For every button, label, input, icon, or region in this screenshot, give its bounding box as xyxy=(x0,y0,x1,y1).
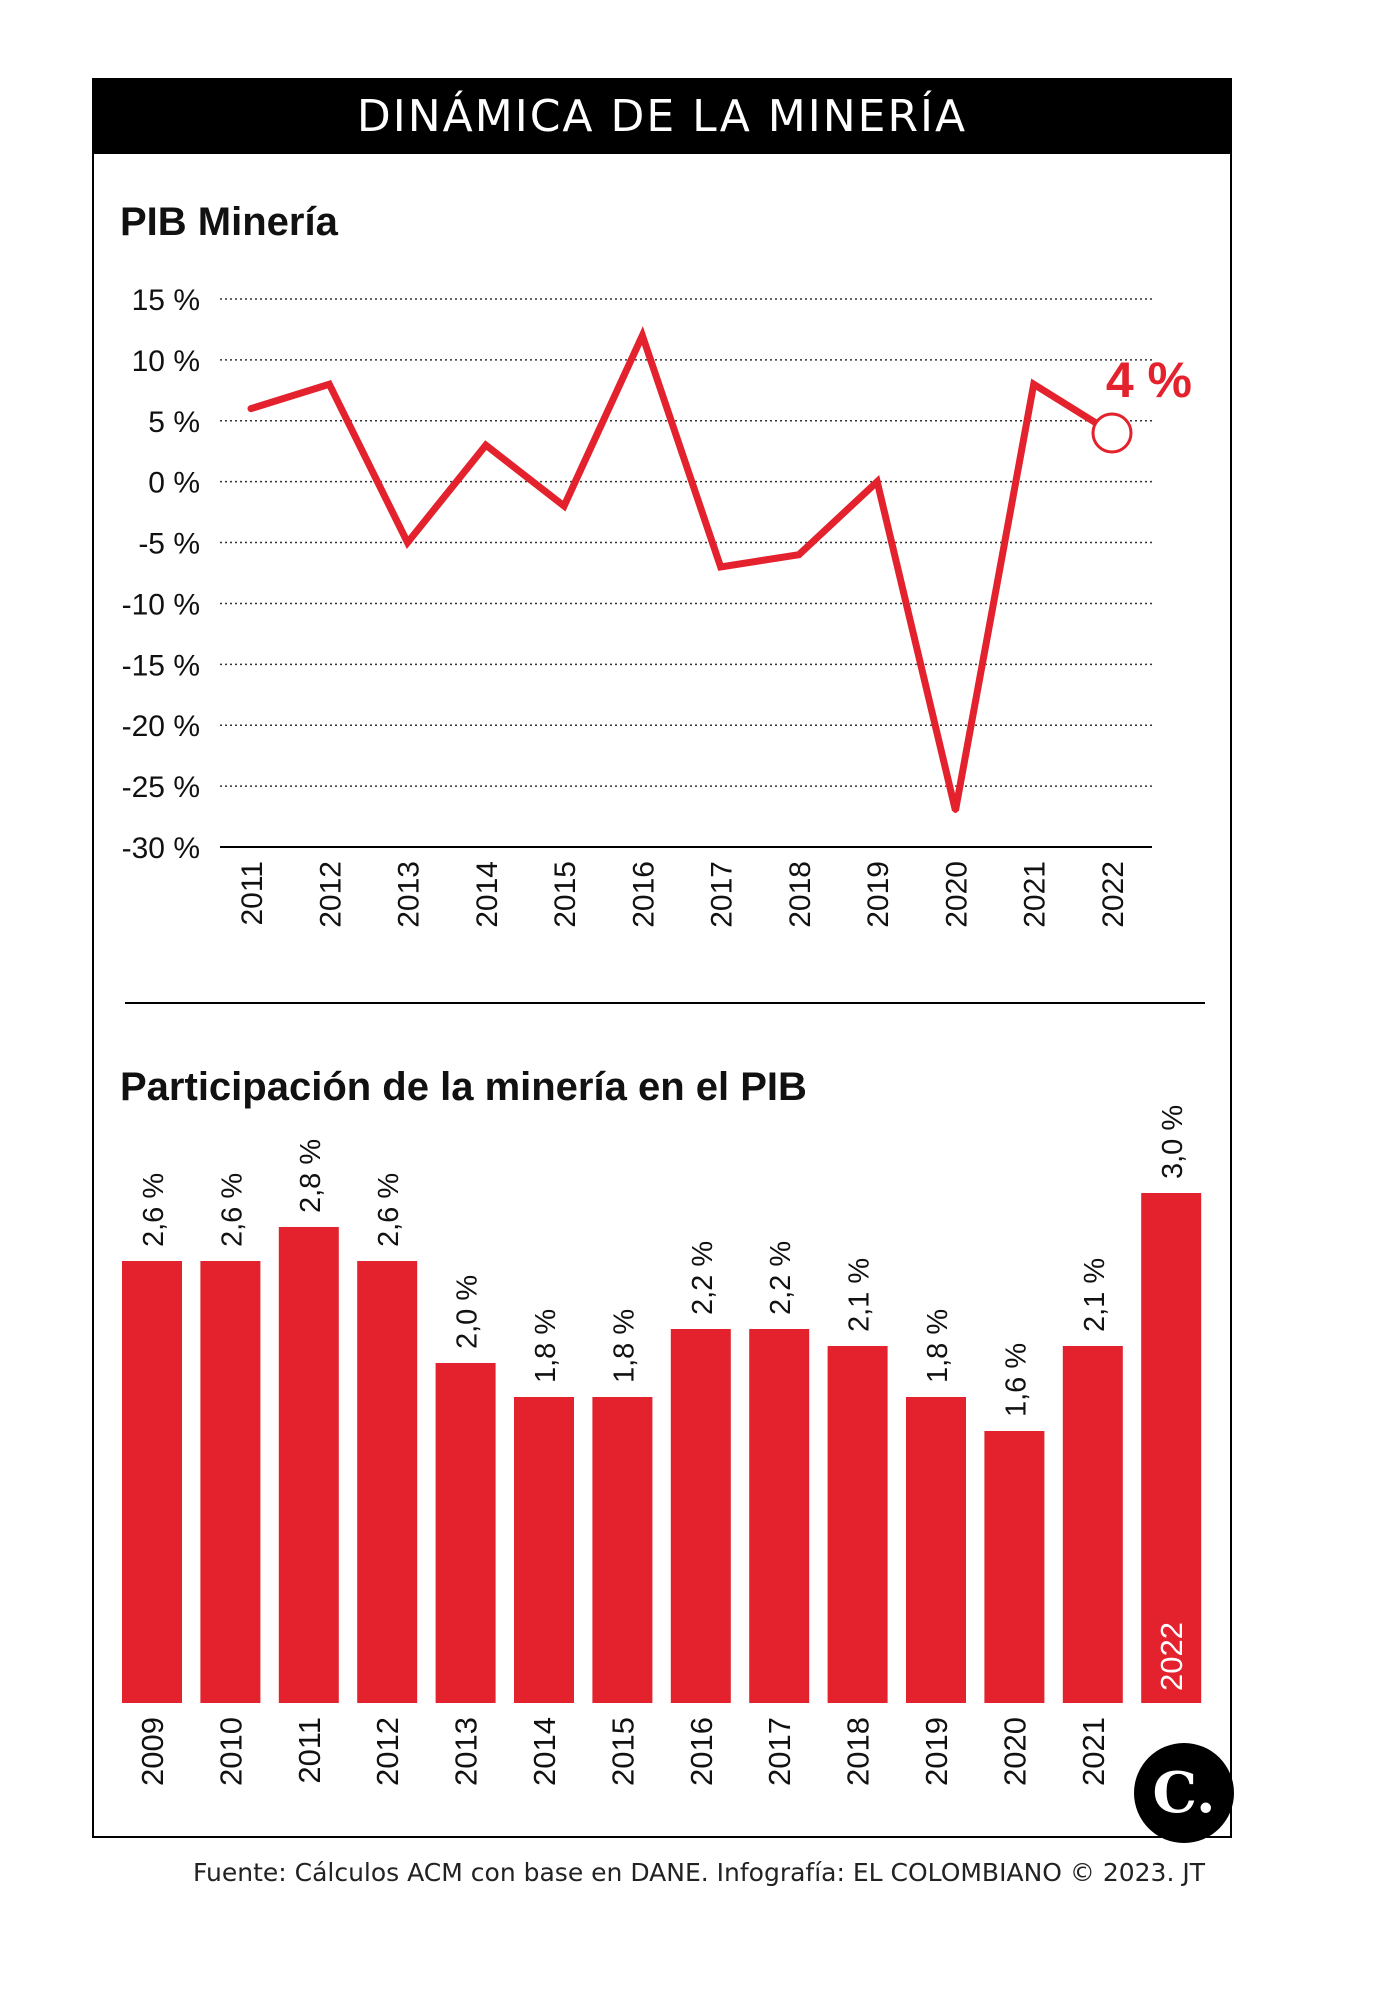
data-point xyxy=(405,540,411,546)
bar xyxy=(906,1397,966,1703)
bar-category-label: 2015 xyxy=(605,1717,640,1786)
bar-value-label: 1,8 % xyxy=(530,1309,562,1383)
bar-category-label: 2020 xyxy=(997,1717,1032,1786)
bar-value-label: 2,6 % xyxy=(373,1173,405,1247)
y-tick-label: 5 % xyxy=(148,406,200,439)
y-tick-label: 15 % xyxy=(132,284,200,317)
line-chart-x-axis: 2011 2012 2013 2014 2015 2016 2017 2018 2019 2020… xyxy=(236,861,1130,928)
y-tick-label: -20 % xyxy=(122,710,200,743)
bar-category-label: 2012 xyxy=(370,1717,405,1786)
bar-value-label: 2,8 % xyxy=(295,1139,327,1213)
data-point xyxy=(639,333,645,339)
bar-value-label: 2,1 % xyxy=(1079,1258,1111,1332)
bar-value-label: 1,6 % xyxy=(1000,1343,1032,1417)
y-tick-label: 0 % xyxy=(148,467,200,500)
bar-category-label: 2022 xyxy=(1154,1622,1189,1691)
bar-category-label: 2014 xyxy=(527,1717,562,1786)
bar-category-label: 2011 xyxy=(292,1717,327,1784)
data-point xyxy=(483,442,489,448)
x-tick-label: 2014 xyxy=(471,861,504,928)
el-colombiano-logo: C. xyxy=(1134,1743,1234,1843)
bar xyxy=(670,1329,731,1703)
x-tick-label: 2013 xyxy=(393,861,426,928)
bar-value-label: 2,2 % xyxy=(765,1241,797,1315)
y-tick-label: -25 % xyxy=(122,771,200,804)
bar-category-label: 2018 xyxy=(841,1717,876,1786)
bar-value-label: 2,1 % xyxy=(844,1258,876,1332)
bar-value-label: 2,0 % xyxy=(452,1275,484,1349)
bar-category-label: 2013 xyxy=(449,1717,484,1786)
annotation-label: 4 % xyxy=(1106,352,1192,408)
bar-category-label: 2009 xyxy=(135,1717,170,1786)
bar-value-label: 1,8 % xyxy=(608,1309,640,1383)
bar xyxy=(827,1346,888,1703)
bar-value-label: 2,2 % xyxy=(687,1241,719,1315)
infographic-title: DINÁMICA DE LA MINERÍA xyxy=(92,78,1232,154)
bar-value-label: 1,8 % xyxy=(922,1309,954,1383)
data-point xyxy=(952,807,958,813)
y-tick-label: -5 % xyxy=(138,528,200,561)
bar xyxy=(749,1329,810,1703)
data-point xyxy=(796,552,802,558)
bar-chart-bars: 2,6 % 2009 2,6 % 2010 2,8 % 2011 2,6 % 2012 2,0 … xyxy=(122,1105,1202,1786)
data-point xyxy=(874,479,880,485)
data-point xyxy=(326,381,332,387)
data-point xyxy=(1031,381,1037,387)
bar-value-label: 2,6 % xyxy=(216,1173,248,1247)
bar xyxy=(1141,1193,1202,1703)
line-chart-title: PIB Minería xyxy=(120,200,339,244)
bar xyxy=(592,1397,653,1703)
x-tick-label: 2021 xyxy=(1019,861,1052,928)
x-tick-label: 2017 xyxy=(706,861,739,928)
x-tick-label: 2020 xyxy=(940,861,973,928)
x-tick-label: 2016 xyxy=(627,861,660,928)
bar xyxy=(357,1261,418,1703)
bar xyxy=(200,1261,261,1703)
bar xyxy=(514,1397,574,1703)
x-tick-label: 2018 xyxy=(784,861,817,928)
x-tick-label: 2015 xyxy=(549,861,582,928)
highlight-marker xyxy=(1091,412,1133,454)
bar-category-label: 2021 xyxy=(1076,1717,1111,1786)
bar xyxy=(122,1261,182,1703)
y-tick-label: -15 % xyxy=(122,649,200,682)
bar-value-label: 3,0 % xyxy=(1157,1105,1189,1179)
series-line xyxy=(247,326,1116,812)
bar-category-label: 2019 xyxy=(919,1717,954,1786)
data-point xyxy=(248,406,254,412)
y-tick-label: -10 % xyxy=(122,588,200,621)
x-tick-label: 2022 xyxy=(1097,861,1130,928)
bar-chart-title: Participación de la minería en el PIB xyxy=(120,1065,807,1109)
bar xyxy=(984,1431,1045,1703)
x-tick-label: 2011 xyxy=(236,861,269,926)
bar-category-label: 2010 xyxy=(213,1717,248,1786)
bar xyxy=(435,1363,496,1703)
x-tick-label: 2019 xyxy=(862,861,895,928)
bar-category-label: 2016 xyxy=(684,1717,719,1786)
bar xyxy=(1062,1346,1123,1703)
bar xyxy=(278,1227,339,1703)
line-chart-series: 4 % xyxy=(247,326,1192,813)
bar-value-label: 2,6 % xyxy=(138,1173,170,1247)
data-point xyxy=(718,564,724,570)
line-chart-y-axis: 15 % 10 % 5 % 0 % -5 % -10 % -15 % -20 % -25 % -3… xyxy=(122,284,200,865)
y-tick-label: -30 % xyxy=(122,832,200,865)
bar-category-label: 2017 xyxy=(762,1717,797,1786)
line-chart-grid xyxy=(220,298,1152,848)
data-point xyxy=(561,503,567,509)
y-tick-label: 10 % xyxy=(132,345,200,378)
source-credit: Fuente: Cálculos ACM con base en DANE. I… xyxy=(192,1858,1205,1887)
x-tick-label: 2012 xyxy=(314,861,347,928)
